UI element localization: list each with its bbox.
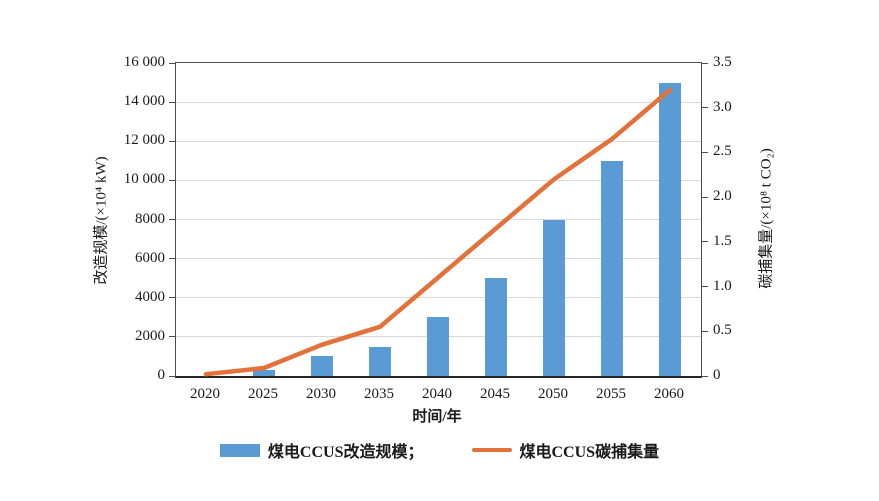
right-axis-tick-label: 3.0 bbox=[713, 98, 732, 115]
legend-item-0: 煤电CCUS改造规模； bbox=[219, 438, 424, 462]
left-axis-tick-label: 8000 bbox=[135, 210, 165, 227]
bar-2035 bbox=[369, 346, 391, 376]
bar-2055 bbox=[601, 160, 623, 376]
right-axis-tick bbox=[702, 151, 708, 153]
x-axis-tick-label: 2060 bbox=[654, 386, 684, 402]
line-series-layer bbox=[203, 87, 673, 377]
left-axis-tick bbox=[169, 297, 175, 299]
right-axis-tick-label: 1.5 bbox=[713, 232, 732, 249]
legend-label: 煤电CCUS改造规模； bbox=[267, 444, 424, 461]
x-axis-tick-label: 2040 bbox=[422, 386, 452, 402]
x-axis-title: 时间/年 bbox=[412, 409, 462, 425]
bar-2025 bbox=[253, 370, 275, 376]
bar-2050 bbox=[543, 219, 565, 376]
right-axis-tick-label: 0.5 bbox=[713, 322, 732, 339]
right-axis-tick-label: 1.0 bbox=[713, 277, 732, 294]
left-axis-tick-label: 12 000 bbox=[123, 132, 165, 149]
right-axis-tick bbox=[702, 107, 708, 109]
gridline bbox=[176, 140, 701, 142]
left-axis-tick-label: 10 000 bbox=[123, 171, 165, 188]
left-axis-tick-label: 4000 bbox=[135, 288, 165, 305]
left-axis-tick bbox=[169, 101, 175, 103]
left-axis-tick bbox=[169, 258, 175, 260]
right-axis-tick bbox=[702, 241, 708, 243]
right-axis-tick bbox=[702, 330, 708, 332]
left-axis-tick bbox=[169, 140, 175, 142]
left-axis-tick bbox=[169, 375, 175, 377]
bar-2030 bbox=[311, 356, 333, 376]
gridline bbox=[176, 258, 701, 260]
bar-2040 bbox=[427, 317, 449, 376]
right-axis-tick-label: 0 bbox=[713, 367, 721, 383]
x-axis-tick-label: 2035 bbox=[364, 386, 394, 402]
left-axis-tick bbox=[169, 219, 175, 220]
legend: 煤电CCUS改造规模； 煤电CCUS碳捕集量 bbox=[0, 438, 879, 462]
x-axis-tick-label: 2045 bbox=[480, 386, 510, 402]
left-axis-tick-label: 0 bbox=[157, 367, 166, 383]
left-axis-tick bbox=[169, 62, 175, 64]
x-axis-tick-label: 2055 bbox=[596, 386, 626, 402]
x-axis-tick-label: 2025 bbox=[248, 386, 278, 402]
right-axis-tick bbox=[702, 196, 708, 198]
legend-line-swatch bbox=[471, 448, 512, 452]
gridline bbox=[176, 219, 701, 220]
left-axis-tick-label: 6000 bbox=[135, 249, 165, 266]
x-axis-tick-label: 2030 bbox=[306, 386, 336, 402]
legend-label: 煤电CCUS碳捕集量 bbox=[519, 444, 660, 461]
x-axis-tick-label: 2020 bbox=[190, 386, 220, 402]
capture-amount-line bbox=[203, 87, 673, 377]
right-axis-tick-label: 3.5 bbox=[713, 54, 732, 70]
x-axis-tick-label: 2050 bbox=[538, 386, 568, 402]
left-axis-tick bbox=[169, 179, 175, 181]
gridline bbox=[176, 101, 701, 103]
gridline bbox=[176, 179, 701, 181]
bar-2060 bbox=[659, 82, 681, 376]
bar-2045 bbox=[485, 278, 507, 376]
left-axis-tick-label: 14 000 bbox=[123, 93, 165, 110]
right-axis-tick-label: 2.0 bbox=[713, 188, 732, 205]
gridline bbox=[176, 297, 701, 299]
legend-item-1: 煤电CCUS碳捕集量 bbox=[471, 438, 660, 462]
right-y-axis-title: 碳捕集量/(×10⁸ t CO₂) bbox=[758, 148, 775, 289]
left-axis-tick-label: 2000 bbox=[135, 327, 165, 344]
right-axis-tick bbox=[702, 375, 708, 377]
left-axis-tick bbox=[169, 336, 175, 338]
left-axis-tick-label: 16 000 bbox=[123, 54, 165, 70]
right-axis-tick bbox=[702, 62, 708, 64]
plot-area bbox=[169, 62, 708, 378]
legend-bar-swatch bbox=[219, 443, 260, 457]
right-axis-tick-label: 2.5 bbox=[713, 143, 732, 160]
right-axis-tick bbox=[702, 286, 708, 288]
